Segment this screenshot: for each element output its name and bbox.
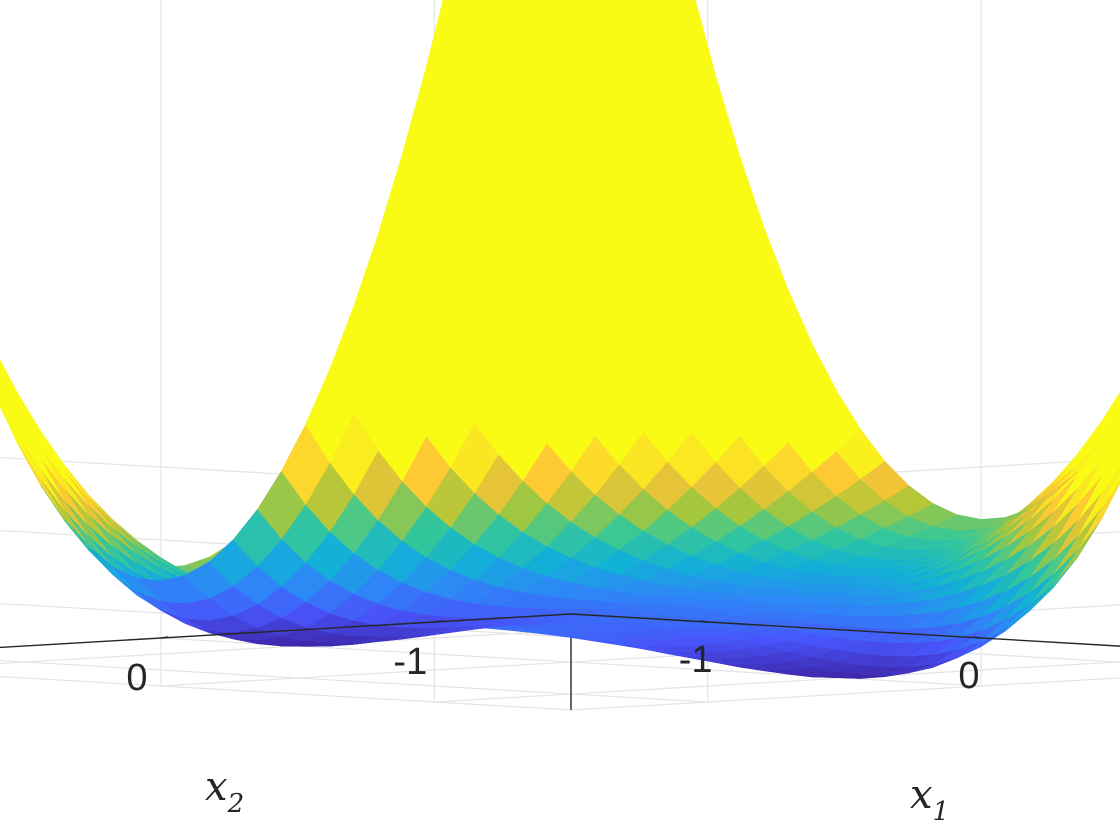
x2-tick: [160, 636, 169, 639]
floor-front-edges: [0, 613, 1120, 649]
axes-box: [0, 613, 1120, 649]
surface-patch: [605, 0, 635, 52]
surface: [0, 0, 1120, 679]
surface-patch: [651, 0, 688, 61]
x1-tick: [973, 636, 982, 639]
surface-patch: [557, 0, 585, 48]
tick-marks: [160, 620, 982, 639]
x2-axis-label: x2: [205, 764, 244, 819]
x1-tick: [700, 620, 708, 623]
x2-tick-label: 0: [126, 657, 147, 699]
tick-labels: -101-1010246: [126, 639, 979, 699]
surface-patch: [458, 0, 490, 58]
x2-tick: [434, 620, 442, 623]
surface-patch: [508, 0, 537, 51]
x1-tick-label: -1: [679, 639, 713, 681]
x1-tick-label: 0: [958, 655, 979, 697]
x1-axis-label: x1: [910, 772, 949, 827]
z-grid-line: [0, 675, 1120, 711]
x2-tick-label: -1: [393, 641, 427, 683]
